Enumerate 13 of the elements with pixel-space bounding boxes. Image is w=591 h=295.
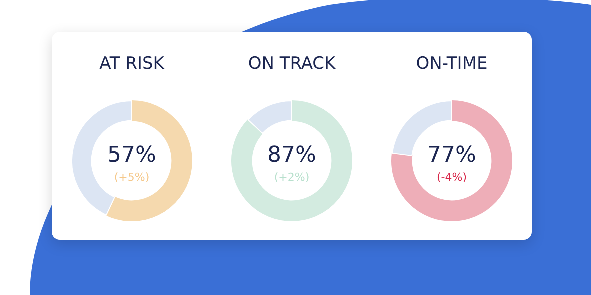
text: 87%: [268, 143, 316, 168]
text: (+5%): [114, 171, 150, 184]
text: 77%: [428, 143, 476, 168]
chart-title: AT RISK: [98, 54, 166, 74]
text: (-4%): [436, 171, 467, 184]
chart-title: ON-TIME: [415, 54, 489, 74]
donut-slice: [248, 100, 292, 134]
donut-slice: [392, 100, 512, 222]
chart-title: ON TRACK: [247, 54, 337, 74]
text: 57%: [108, 143, 156, 168]
donut-slice: [106, 100, 192, 222]
text: (+2%): [274, 171, 310, 184]
donut-slice: [232, 100, 352, 222]
